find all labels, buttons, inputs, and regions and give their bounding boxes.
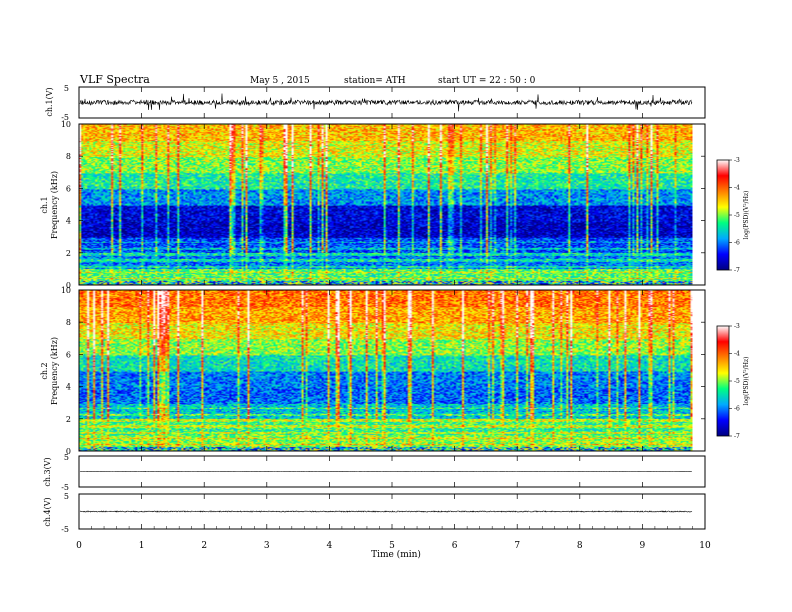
ch1-spectrogram-panel: 10 8 6 4 2 0 ch.1 Frequency (kHz): [40, 120, 706, 290]
time-tick-label: 8: [577, 541, 583, 551]
ch3-wave-tick-top: 5: [64, 453, 69, 462]
ch1-wave-ylabel: ch.1(V): [45, 87, 54, 116]
ch2-spectrogram-image: [79, 290, 693, 451]
ch1-colorbar-ticks: -3 -4 -5 -6 -7: [729, 157, 740, 274]
freq-tick-label: 10: [61, 286, 71, 295]
colorbar-tick-label: -6: [734, 406, 740, 413]
figure-title: VLF Spectra: [79, 73, 150, 86]
freq-tick-label: 4: [66, 217, 71, 226]
time-tick-label: 1: [139, 541, 145, 551]
ch4-waveform-line: [79, 510, 693, 513]
colorbar-tick-label: -5: [734, 212, 740, 219]
colorbar-tick-label: -3: [734, 157, 740, 164]
ch4-waveform-panel: 5 -5 ch.4(V): [43, 492, 706, 534]
ch1-spec-ylabel-freq: Frequency (kHz): [50, 171, 59, 239]
freq-tick-label: 8: [66, 318, 71, 327]
ch1-wave-tick-top: 5: [64, 84, 69, 93]
colorbar-tick-label: -7: [734, 433, 740, 440]
ch4-wave-tick-bottom: -5: [61, 525, 69, 534]
station-label: station= ATH: [344, 76, 406, 86]
ch3-waveform-panel: 5 -5 ch.3(V): [43, 453, 706, 492]
ch1-waveform-line: [79, 93, 693, 112]
ch1-colorbar: -3 -4 -5 -6 -7 log(PSD)(V²/Hz): [716, 157, 750, 274]
colorbar-tick-label: -3: [734, 323, 740, 330]
start-time-label: start UT = 22 : 50 : 0: [438, 76, 536, 86]
freq-tick-label: 8: [66, 152, 71, 161]
freq-tick-label: 2: [66, 249, 71, 258]
time-tick-label: 5: [389, 541, 395, 551]
colorbar-tick-label: -4: [734, 185, 740, 192]
ch1-spectrogram-image: [79, 124, 693, 285]
time-axis-ticks: 0 1 2 3 4 5 6 7 8 9 10: [76, 87, 711, 551]
time-tick-label: 9: [640, 541, 646, 551]
colorbar-tick-label: -7: [734, 267, 740, 274]
freq-tick-label: 0: [66, 447, 71, 456]
ch2-colorbar-gradient: [716, 325, 730, 437]
time-tick-label: 6: [452, 541, 458, 551]
colorbar-tick-label: -4: [734, 351, 740, 358]
ch1-wave-tick-bottom: -5: [61, 113, 69, 122]
freq-tick-label: 10: [61, 120, 71, 129]
freq-tick-label: 6: [66, 350, 71, 359]
ch1-waveform-panel: 5 -5 ch.1(V): [45, 84, 706, 122]
time-tick-label: 10: [699, 541, 711, 551]
ch2-colorbar: -3 -4 -5 -6 -7 log(PSD)(V²/Hz): [716, 323, 750, 440]
ch4-wave-tick-top: 5: [64, 492, 69, 501]
ch2-spectrogram-panel: 10 8 6 4 2 0 ch.2 Frequency (kHz): [40, 286, 706, 456]
ch1-colorbar-label: log(PSD)(V²/Hz): [743, 191, 750, 240]
ch2-spec-ylabel-freq: Frequency (kHz): [50, 337, 59, 405]
ch1-colorbar-gradient: [716, 159, 730, 271]
ch4-wave-ylabel: ch.4(V): [43, 497, 52, 526]
ch2-colorbar-ticks: -3 -4 -5 -6 -7: [729, 323, 740, 440]
time-tick-label: 4: [327, 541, 333, 551]
freq-tick-label: 2: [66, 415, 71, 424]
ch1-spec-ylabel: ch.1: [40, 196, 49, 213]
time-tick-label: 7: [514, 541, 520, 551]
ch2-spec-ylabel: ch.2: [40, 362, 49, 379]
freq-tick-label: 4: [66, 383, 71, 392]
colorbar-tick-label: -6: [734, 240, 740, 247]
colorbar-tick-label: -5: [734, 378, 740, 385]
time-axis-label: Time (min): [371, 549, 421, 560]
freq-tick-label: 6: [66, 184, 71, 193]
time-tick-label: 0: [76, 541, 82, 551]
ch2-freq-ticks: 10 8 6 4 2 0: [61, 286, 705, 456]
ch3-wave-tick-bottom: -5: [61, 483, 69, 492]
ch2-colorbar-label: log(PSD)(V²/Hz): [743, 357, 750, 406]
time-tick-label: 3: [264, 541, 270, 551]
time-tick-label: 2: [201, 541, 207, 551]
ch3-wave-ylabel: ch.3(V): [43, 457, 52, 486]
date-label: May 5 , 2015: [250, 76, 310, 86]
ch1-freq-ticks: 10 8 6 4 2 0: [61, 120, 705, 290]
freq-tick-label: 0: [66, 281, 71, 290]
